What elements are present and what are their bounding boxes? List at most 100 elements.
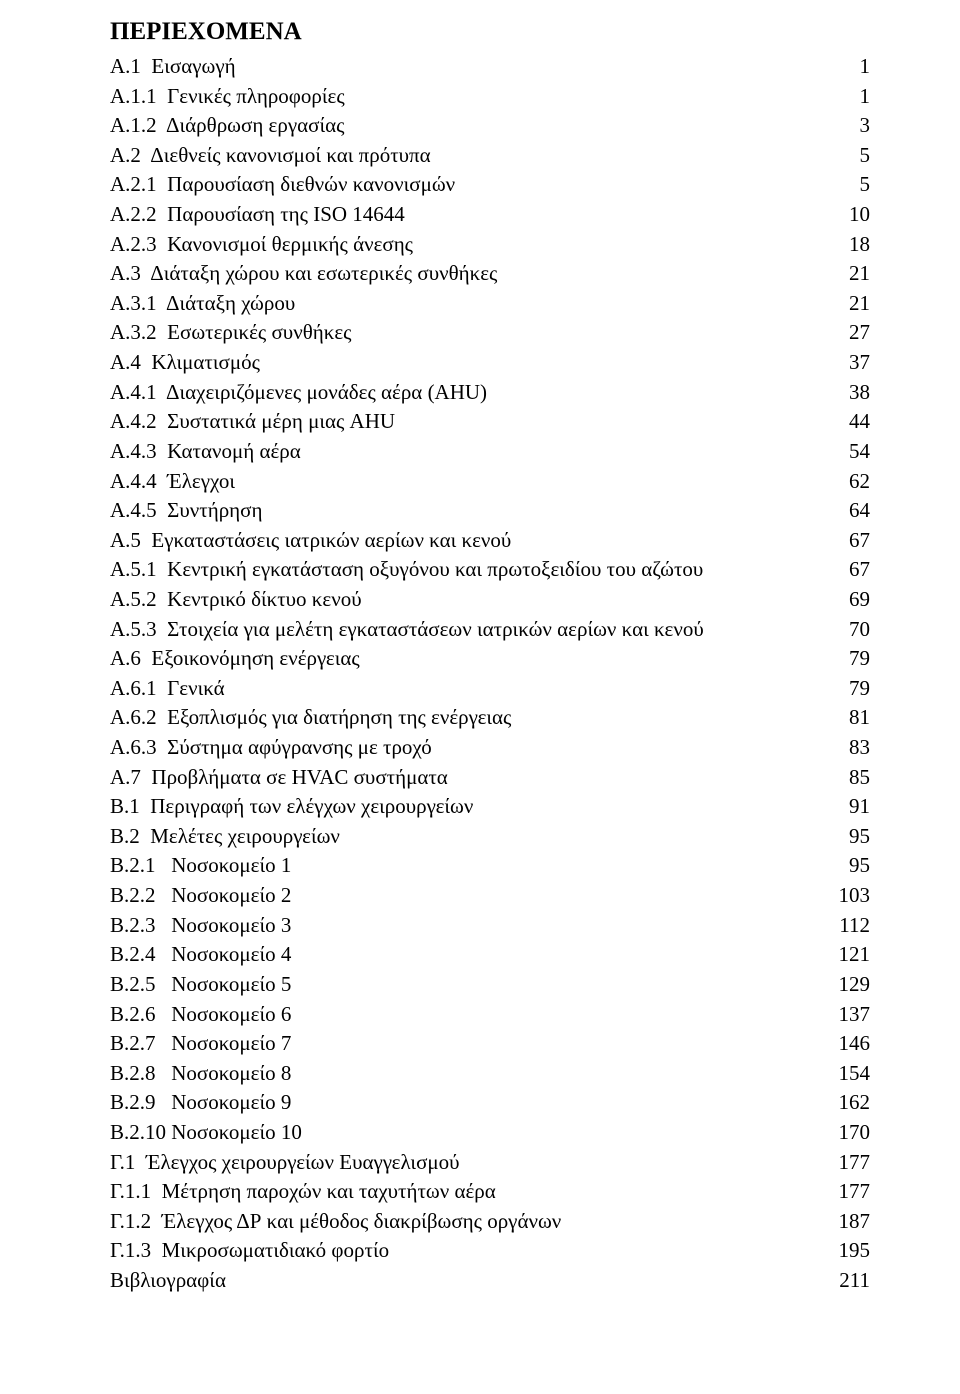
toc-row: Β.2.4 Νοσοκομείο 4121 <box>110 940 870 970</box>
toc-label: Α.2.3 Κανονισμοί θερμικής άνεσης <box>110 230 810 260</box>
toc-label: Α.5.2 Κεντρικό δίκτυο κενού <box>110 585 810 615</box>
toc-row: Β.2.1 Νοσοκομείο 195 <box>110 851 870 881</box>
toc-row: Α.4.1 Διαχειριζόμενες μονάδες αέρα (AHU)… <box>110 378 870 408</box>
toc-page-number: 67 <box>810 526 870 556</box>
toc-row: Α.2 Διεθνείς κανονισμοί και πρότυπα5 <box>110 141 870 171</box>
toc-label: Α.7 Προβλήματα σε HVAC συστήματα <box>110 763 810 793</box>
toc-page-number: 162 <box>810 1088 870 1118</box>
toc-row: Β.2 Μελέτες χειρουργείων95 <box>110 822 870 852</box>
toc-label: Α.5 Εγκαταστάσεις ιατρικών αερίων και κε… <box>110 526 810 556</box>
toc-page-number: 211 <box>810 1266 870 1296</box>
toc-row: Α.3 Διάταξη χώρου και εσωτερικές συνθήκε… <box>110 259 870 289</box>
page-title: ΠΕΡΙΕΧΟΜΕΝΑ <box>110 18 870 46</box>
toc-label: Γ.1.2 Έλεγχος ΔΡ και μέθοδος διακρίβωσης… <box>110 1207 810 1237</box>
toc-page-number: 95 <box>810 851 870 881</box>
toc-page-number: 187 <box>810 1207 870 1237</box>
toc-label: Γ.1.3 Μικροσωματιδιακό φορτίο <box>110 1236 810 1266</box>
toc-page-number: 91 <box>810 792 870 822</box>
toc-row: Α.4.3 Κατανομή αέρα54 <box>110 437 870 467</box>
toc-page-number: 69 <box>810 585 870 615</box>
toc-row: Β.2.7 Νοσοκομείο 7146 <box>110 1029 870 1059</box>
toc-label: Α.3 Διάταξη χώρου και εσωτερικές συνθήκε… <box>110 259 810 289</box>
toc-row: Α.1.1 Γενικές πληροφορίες1 <box>110 82 870 112</box>
toc-label: Α.5.1 Κεντρική εγκατάσταση οξυγόνου και … <box>110 555 810 585</box>
toc-page-number: 129 <box>810 970 870 1000</box>
toc-page-number: 79 <box>810 644 870 674</box>
toc-label: Α.5.3 Στοιχεία για μελέτη εγκαταστάσεων … <box>110 615 810 645</box>
toc-label: Α.2.1 Παρουσίαση διεθνών κανονισμών <box>110 170 810 200</box>
toc-row: Α.3.1 Διάταξη χώρου21 <box>110 289 870 319</box>
toc-row: Β.2.2 Νοσοκομείο 2103 <box>110 881 870 911</box>
table-of-contents: Α.1 Εισαγωγή1Α.1.1 Γενικές πληροφορίες1Α… <box>110 52 870 1296</box>
toc-page-number: 83 <box>810 733 870 763</box>
toc-label: Α.1 Εισαγωγή <box>110 52 810 82</box>
toc-label: Α.4.1 Διαχειριζόμενες μονάδες αέρα (AHU) <box>110 378 810 408</box>
toc-label: Β.2.4 Νοσοκομείο 4 <box>110 940 810 970</box>
toc-label: Α.4.2 Συστατικά μέρη μιας AHU <box>110 407 810 437</box>
toc-page-number: 44 <box>810 407 870 437</box>
toc-page-number: 195 <box>810 1236 870 1266</box>
toc-row: Α.5.3 Στοιχεία για μελέτη εγκαταστάσεων … <box>110 615 870 645</box>
toc-row: Α.6.1 Γενικά79 <box>110 674 870 704</box>
toc-row: Α.3.2 Εσωτερικές συνθήκες27 <box>110 318 870 348</box>
toc-page-number: 170 <box>810 1118 870 1148</box>
toc-page-number: 146 <box>810 1029 870 1059</box>
toc-label: Α.6.2 Εξοπλισμός για διατήρηση της ενέργ… <box>110 703 810 733</box>
toc-row: Β.1 Περιγραφή των ελέγχων χειρουργείων91 <box>110 792 870 822</box>
toc-page-number: 54 <box>810 437 870 467</box>
toc-row: Α.4.4 Έλεγχοι62 <box>110 467 870 497</box>
toc-label: Βιβλιογραφία <box>110 1266 810 1296</box>
toc-label: Α.3.2 Εσωτερικές συνθήκες <box>110 318 810 348</box>
toc-row: Β.2.5 Νοσοκομείο 5129 <box>110 970 870 1000</box>
toc-page-number: 1 <box>810 52 870 82</box>
toc-row: Α.7 Προβλήματα σε HVAC συστήματα85 <box>110 763 870 793</box>
toc-label: Α.6.3 Σύστημα αφύγρανσης με τροχό <box>110 733 810 763</box>
toc-label: Β.2 Μελέτες χειρουργείων <box>110 822 810 852</box>
toc-row: Βιβλιογραφία211 <box>110 1266 870 1296</box>
toc-page-number: 27 <box>810 318 870 348</box>
toc-page-number: 21 <box>810 289 870 319</box>
toc-page-number: 112 <box>810 911 870 941</box>
toc-page-number: 21 <box>810 259 870 289</box>
toc-row: Α.5.2 Κεντρικό δίκτυο κενού69 <box>110 585 870 615</box>
toc-page-number: 95 <box>810 822 870 852</box>
toc-label: Β.2.6 Νοσοκομείο 6 <box>110 1000 810 1030</box>
toc-row: Α.6.3 Σύστημα αφύγρανσης με τροχό83 <box>110 733 870 763</box>
toc-label: Α.2 Διεθνείς κανονισμοί και πρότυπα <box>110 141 810 171</box>
toc-row: Β.2.3 Νοσοκομείο 3112 <box>110 911 870 941</box>
toc-page-number: 38 <box>810 378 870 408</box>
toc-label: Β.2.1 Νοσοκομείο 1 <box>110 851 810 881</box>
toc-page-number: 81 <box>810 703 870 733</box>
toc-page-number: 1 <box>810 82 870 112</box>
toc-label: Β.2.7 Νοσοκομείο 7 <box>110 1029 810 1059</box>
toc-row: Α.1.2 Διάρθρωση εργασίας3 <box>110 111 870 141</box>
toc-row: Β.2.10 Νοσοκομείο 10170 <box>110 1118 870 1148</box>
toc-row: Α.5.1 Κεντρική εγκατάσταση οξυγόνου και … <box>110 555 870 585</box>
toc-label: Β.2.9 Νοσοκομείο 9 <box>110 1088 810 1118</box>
toc-row: Γ.1 Έλεγχος χειρουργείων Ευαγγελισμού177 <box>110 1148 870 1178</box>
toc-label: Α.1.1 Γενικές πληροφορίες <box>110 82 810 112</box>
toc-label: Α.6.1 Γενικά <box>110 674 810 704</box>
toc-page-number: 137 <box>810 1000 870 1030</box>
toc-row: Β.2.9 Νοσοκομείο 9162 <box>110 1088 870 1118</box>
toc-label: Α.4.3 Κατανομή αέρα <box>110 437 810 467</box>
toc-label: Β.2.5 Νοσοκομείο 5 <box>110 970 810 1000</box>
toc-label: Α.4.4 Έλεγχοι <box>110 467 810 497</box>
toc-row: Α.2.1 Παρουσίαση διεθνών κανονισμών5 <box>110 170 870 200</box>
toc-page-number: 70 <box>810 615 870 645</box>
toc-page-number: 79 <box>810 674 870 704</box>
toc-label: Γ.1.1 Μέτρηση παροχών και ταχυτήτων αέρα <box>110 1177 810 1207</box>
toc-label: Α.4.5 Συντήρηση <box>110 496 810 526</box>
toc-page-number: 177 <box>810 1148 870 1178</box>
toc-row: Γ.1.3 Μικροσωματιδιακό φορτίο195 <box>110 1236 870 1266</box>
toc-page-number: 85 <box>810 763 870 793</box>
toc-label: Β.2.10 Νοσοκομείο 10 <box>110 1118 810 1148</box>
toc-label: Α.1.2 Διάρθρωση εργασίας <box>110 111 810 141</box>
toc-row: Α.1 Εισαγωγή1 <box>110 52 870 82</box>
toc-row: Α.2.3 Κανονισμοί θερμικής άνεσης18 <box>110 230 870 260</box>
toc-row: Β.2.8 Νοσοκομείο 8154 <box>110 1059 870 1089</box>
toc-label: Α.2.2 Παρουσίαση της ISO 14644 <box>110 200 810 230</box>
toc-label: Α.6 Εξοικονόμηση ενέργειας <box>110 644 810 674</box>
toc-page-number: 177 <box>810 1177 870 1207</box>
toc-page-number: 10 <box>810 200 870 230</box>
